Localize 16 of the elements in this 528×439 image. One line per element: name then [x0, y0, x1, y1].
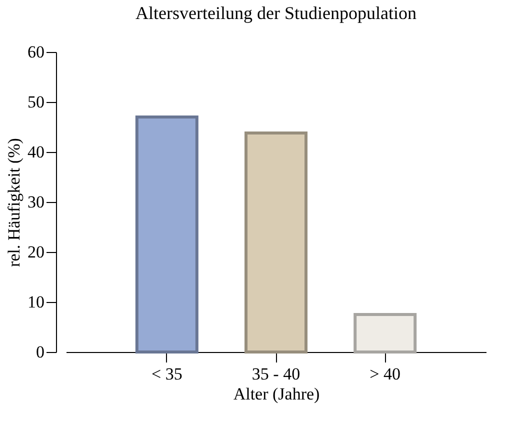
y-tick-label: 60: [28, 42, 44, 62]
bar: [244, 132, 308, 354]
y-tick-label: 40: [28, 142, 44, 162]
y-tick-label: 0: [36, 342, 44, 362]
y-tick-label: 50: [28, 92, 44, 112]
y-tick-label: 20: [28, 242, 44, 262]
bar: [354, 313, 417, 354]
x-axis-title: Alter (Jahre): [233, 384, 320, 404]
y-axis-title: rel. Häufigkeit (%): [4, 138, 24, 267]
x-tick-label: 35 - 40: [252, 364, 300, 384]
y-tick-label: 10: [28, 292, 44, 312]
x-tick-label: < 35: [151, 364, 182, 384]
x-tick-label: > 40: [370, 364, 401, 384]
chart-title: Altersverteilung der Studienpopulation: [136, 3, 416, 23]
y-tick-label: 30: [28, 192, 44, 212]
bar: [135, 116, 198, 354]
